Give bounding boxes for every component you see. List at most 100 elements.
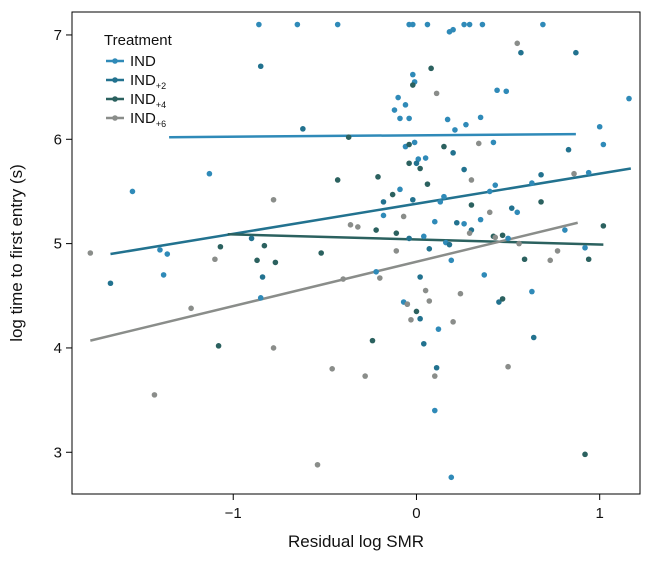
data-point [481,272,488,278]
data-point [540,21,546,28]
data-point [486,188,493,195]
data-point [417,165,423,172]
y-tick-label: 6 [54,131,62,148]
data-point [395,94,401,101]
legend-label: IND [130,53,156,70]
x-axis-label: Residual log SMR [288,532,424,551]
data-point [582,244,588,251]
data-point [516,240,522,247]
data-point [151,392,158,398]
data-point [406,160,412,167]
data-point [261,242,268,249]
x-axis: −1 0 1 [225,494,604,522]
data-point [538,199,544,205]
data-point [410,21,416,28]
data-point [259,274,266,280]
data-point [468,202,475,208]
legend-title: Treatment [104,32,173,49]
data-point [505,363,511,370]
data-point [215,343,222,349]
y-axis: 3 4 5 6 7 [54,27,72,461]
data-point [406,115,412,122]
data-point [426,298,433,304]
data-point [377,275,383,281]
data-point [217,243,224,250]
data-point [433,364,440,371]
legend-swatch-dot [112,77,118,83]
data-point [547,257,554,264]
legend-label-subscript: +2 [156,81,166,91]
x-tick-label: 1 [596,505,604,522]
data-point [345,134,352,140]
data-point [107,280,114,287]
data-point [461,21,467,28]
data-point [300,126,306,132]
data-point [514,209,521,216]
data-point [129,188,136,195]
plot-frame [71,11,641,495]
data-point [450,150,456,156]
data-point [463,121,469,128]
data-point [538,171,544,178]
data-point [479,21,486,28]
data-point [529,180,535,186]
legend-swatch-dot [112,96,118,102]
data-point [596,123,603,130]
data-point [422,287,429,294]
data-point [347,222,354,228]
data-point [499,232,506,239]
data-point [437,199,444,205]
data-point [441,193,447,200]
data-point [270,196,277,203]
data-point [521,256,528,263]
data-point [373,268,379,275]
legend-label-main: IND [130,110,156,127]
data-point [446,29,453,35]
y-tick-label: 5 [54,236,62,253]
data-point [529,288,535,295]
fit-line [90,221,578,342]
data-point [433,90,440,97]
data-point [391,107,398,113]
data-point [585,169,592,176]
data-point [428,65,434,72]
data-point [375,174,381,180]
fit-line [169,132,576,139]
data-point [157,247,163,253]
data-point [490,139,497,146]
data-point [468,177,475,183]
data-point [362,373,368,379]
data-point [334,21,341,28]
data-point [466,21,473,28]
data-point [477,216,484,223]
data-point [431,373,438,379]
legend-label-subscript: +4 [156,100,166,110]
data-point [355,224,361,230]
legend-label: IND+6 [130,110,166,129]
fit-line [227,232,604,246]
data-point [318,250,324,256]
data-points [87,21,632,481]
data-point [397,186,403,193]
data-point [448,474,455,481]
data-point [380,212,387,219]
data-point [452,127,458,133]
data-point [373,227,379,233]
data-point [518,49,524,56]
data-point [406,141,412,148]
data-point [397,115,403,122]
data-point [492,182,499,188]
data-point [600,223,607,229]
data-point [499,296,506,302]
legend-label-main: IND [130,53,156,70]
data-point [393,248,400,254]
data-point [486,209,493,216]
legend-label: IND+4 [130,91,166,110]
x-tick-label: 0 [412,505,420,522]
data-point [254,257,260,264]
data-point [369,337,376,344]
data-point [257,295,264,301]
data-point [340,276,346,282]
data-point [415,156,422,162]
data-point [402,102,409,108]
